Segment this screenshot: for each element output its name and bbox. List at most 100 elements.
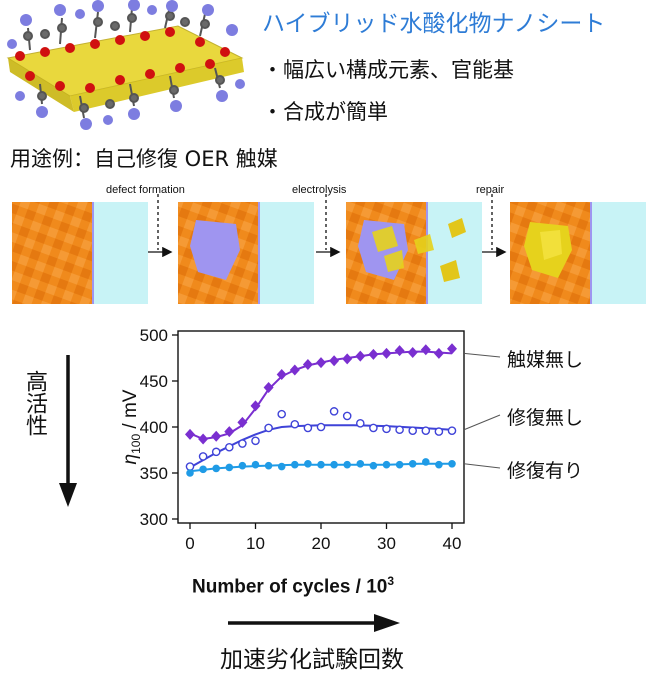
step-repair: repair <box>476 184 505 196</box>
data-point-series-2 <box>382 460 391 469</box>
legend-no-catalyst: 触媒無し <box>507 349 584 371</box>
y-tick-label: 300 <box>140 510 168 529</box>
high-activity-arrow <box>59 355 77 507</box>
data-point-series-2 <box>395 460 404 469</box>
data-point-series-1 <box>355 419 365 428</box>
data-point-series-0 <box>198 433 209 445</box>
usage-label: 用途例：自己修復 OER 触媒 <box>10 147 278 171</box>
high-activity-label: 高活性 <box>22 370 47 436</box>
oxygen-atoms <box>15 27 230 93</box>
data-point-series-0 <box>381 347 392 359</box>
process-panel-electrolysis <box>346 202 482 304</box>
data-point-series-1 <box>329 407 339 416</box>
nitrogen-atoms-top <box>7 0 238 49</box>
data-point-series-2 <box>435 460 443 469</box>
data-point-series-0 <box>211 430 222 442</box>
data-point-series-1 <box>198 452 208 461</box>
data-point-series-0 <box>342 353 353 365</box>
chart-xlabel: Number of cycles / 103 <box>192 574 395 598</box>
data-point-series-2 <box>199 465 207 474</box>
carbon-chains-top <box>23 5 210 51</box>
accelerated-test-label: 加速劣化試験回数 <box>220 647 404 673</box>
nitrogen-atoms-bottom <box>15 79 245 130</box>
y-tick-label: 350 <box>140 464 168 483</box>
data-point-series-0 <box>302 358 313 370</box>
overpotential-chart: 300 350 400 450 500 0 10 20 30 40 η100 / mV <box>120 326 501 553</box>
data-point-series-1 <box>225 442 234 452</box>
data-point-series-2 <box>369 461 378 470</box>
legend-leader-line <box>463 414 501 431</box>
data-point-series-1 <box>447 426 457 435</box>
x-tick-label: 40 <box>443 534 462 553</box>
data-point-series-0 <box>276 369 287 381</box>
data-point-series-0 <box>407 346 418 358</box>
data-point-series-0 <box>250 400 261 412</box>
nanosheet-structure-illustration <box>6 0 245 130</box>
x-tick-label: 0 <box>185 534 194 553</box>
data-point-series-0 <box>263 381 274 393</box>
data-point-series-2 <box>448 460 456 468</box>
data-point-series-1 <box>277 409 286 419</box>
x-tick-label: 30 <box>377 534 396 553</box>
y-tick-label: 450 <box>140 372 168 391</box>
data-point-series-1 <box>395 425 404 435</box>
data-point-series-0 <box>368 348 379 360</box>
legend-leader-line <box>463 352 501 358</box>
data-point-series-0 <box>420 344 431 356</box>
x-tick-label: 20 <box>312 534 331 553</box>
chart-ylabel: η100 / mV <box>120 389 143 464</box>
data-point-series-2 <box>251 460 260 469</box>
data-point-series-2 <box>212 464 220 473</box>
data-point-series-2 <box>330 460 338 469</box>
data-point-series-0 <box>237 416 248 428</box>
bullet-elements: ・幅広い構成元素、官能基 <box>262 58 514 82</box>
data-point-series-2 <box>408 460 417 468</box>
data-point-series-1 <box>185 462 195 471</box>
y-tick-label: 400 <box>140 418 168 437</box>
data-point-series-1 <box>342 411 352 421</box>
data-point-series-1 <box>382 424 391 434</box>
header-title: ハイブリッド水酸化物ナノシート <box>262 11 606 37</box>
data-point-series-0 <box>355 350 366 362</box>
data-point-series-1 <box>251 436 260 446</box>
process-arrows <box>148 194 507 258</box>
data-point-series-2 <box>277 462 286 471</box>
data-point-series-2 <box>264 461 273 470</box>
process-panel-defect <box>178 202 314 304</box>
legend-leader-line <box>463 463 501 469</box>
data-point-series-1 <box>316 422 326 432</box>
data-point-series-1 <box>290 419 300 429</box>
data-point-series-2 <box>317 460 325 469</box>
data-point-series-2 <box>291 460 299 469</box>
step-defect-formation: defect formation <box>106 184 185 196</box>
data-point-series-0 <box>433 347 444 359</box>
data-point-series-0 <box>289 364 300 376</box>
data-point-series-2 <box>225 463 234 472</box>
carbon-chains-bottom <box>37 67 225 119</box>
bullet-synthesis: ・合成が簡単 <box>262 100 388 124</box>
data-point-series-1 <box>421 426 431 435</box>
data-point-series-2 <box>304 460 312 468</box>
step-electrolysis: electrolysis <box>292 184 347 196</box>
legend-with-repair: 修復有り <box>507 460 584 482</box>
data-point-series-1 <box>303 423 313 433</box>
legend-no-repair: 修復無し <box>507 407 584 429</box>
data-point-series-1 <box>408 426 418 435</box>
data-point-series-0 <box>316 357 326 369</box>
data-point-series-0 <box>329 355 340 367</box>
data-point-series-2 <box>356 460 365 468</box>
data-point-series-2 <box>186 469 194 477</box>
data-point-series-2 <box>422 458 430 466</box>
data-point-series-1 <box>264 423 273 433</box>
data-point-series-1 <box>369 423 378 433</box>
data-point-series-2 <box>343 460 351 469</box>
process-panel-repair <box>510 202 646 304</box>
self-repair-process-diagram <box>12 194 646 304</box>
data-point-series-1 <box>434 427 444 436</box>
data-point-series-1 <box>211 447 221 457</box>
data-point-series-1 <box>238 439 247 448</box>
data-point-series-0 <box>185 428 195 440</box>
y-tick-label: 500 <box>140 326 168 345</box>
accelerated-test-arrow <box>228 614 400 632</box>
data-point-series-0 <box>447 343 457 355</box>
